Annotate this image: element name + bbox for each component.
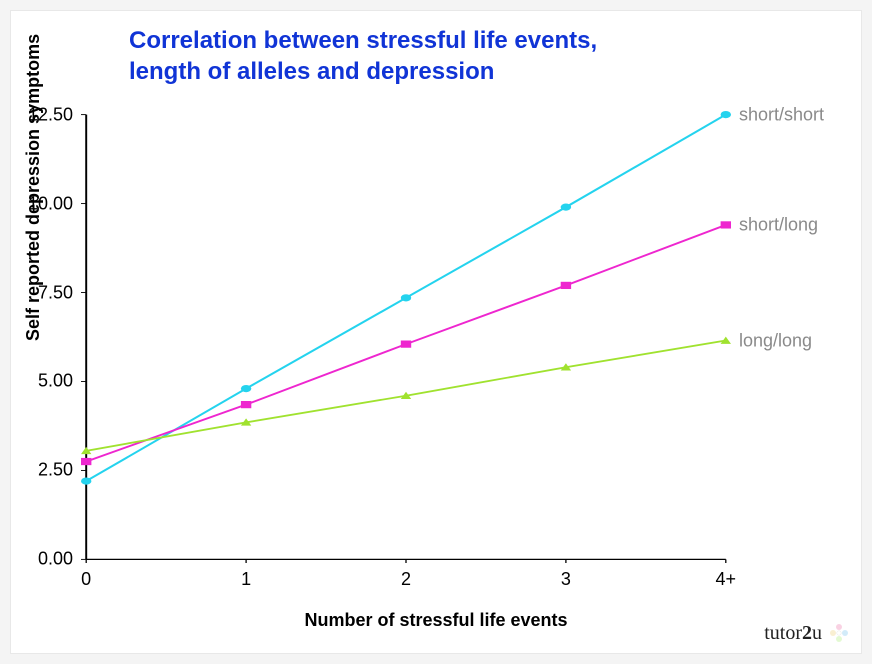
y-tick-label: 2.50 (38, 460, 73, 481)
series-label: short/long (739, 214, 818, 235)
y-tick-label: 10.00 (28, 193, 73, 214)
title-line-2: length of alleles and depression (129, 58, 494, 85)
x-tick-label: 1 (241, 569, 251, 590)
chart-svg (81, 111, 731, 563)
x-axis-label: Number of stressful life events (11, 610, 861, 631)
brand-flower-icon (829, 623, 849, 643)
chart-title: Correlation between stressful life event… (129, 25, 801, 87)
series-label: long/long (739, 330, 812, 351)
brand-part1: tutor (764, 622, 802, 644)
title-line-1: Correlation between stressful life event… (129, 27, 597, 54)
series-label: short/short (739, 104, 824, 125)
y-tick-label: 7.50 (38, 282, 73, 303)
x-tick-label: 4+ (716, 569, 737, 590)
brand-part3: u (812, 622, 822, 644)
y-tick-label: 0.00 (38, 549, 73, 570)
y-tick-label: 5.00 (38, 371, 73, 392)
y-tick-label: 12.50 (28, 104, 73, 125)
x-tick-label: 0 (81, 569, 91, 590)
brand-logo: tutor2u (764, 622, 849, 645)
chart-container: Correlation between stressful life event… (10, 10, 862, 654)
plot-area: 0.002.505.007.5010.0012.5001234+short/sh… (81, 111, 731, 563)
brand-part2: 2 (802, 622, 812, 644)
x-tick-label: 2 (401, 569, 411, 590)
x-tick-label: 3 (561, 569, 571, 590)
